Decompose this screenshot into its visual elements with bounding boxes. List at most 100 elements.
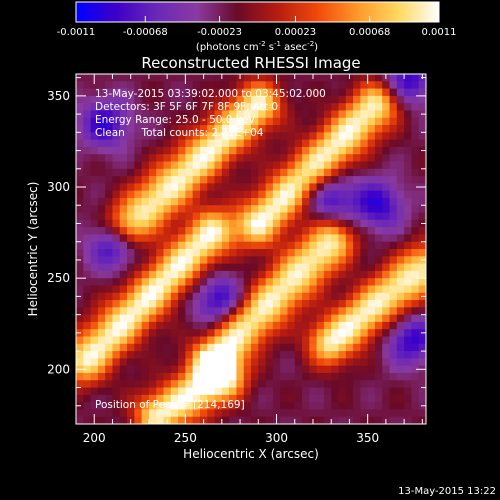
heatmap-cell [192, 416, 201, 424]
heatmap-cell [360, 380, 369, 389]
heatmap-cell [302, 358, 310, 367]
heatmap-cell [214, 103, 223, 112]
heatmap-cell [251, 394, 259, 403]
heatmap-cell [214, 227, 223, 236]
heatmap-cell [302, 117, 310, 126]
heatmap-cell [251, 132, 259, 141]
heatmap-cell [214, 168, 223, 177]
heatmap-cell [112, 292, 121, 301]
heatmap-cell [272, 285, 281, 294]
heatmap-cell [396, 197, 405, 206]
heatmap-cell [338, 88, 347, 97]
heatmap-cell [112, 343, 121, 352]
heatmap-cell [156, 285, 165, 294]
heatmap-cell [97, 292, 106, 301]
heatmap-cell [105, 205, 114, 214]
heatmap-cell [214, 300, 223, 308]
heatmap-cell [127, 314, 135, 323]
heatmap-cell [207, 416, 216, 424]
heatmap-cell [236, 197, 245, 206]
heatmap-cell [287, 409, 296, 418]
heatmap-cell [90, 168, 99, 177]
heatmap-cell [323, 365, 332, 374]
heatmap-cell [83, 256, 92, 265]
heatmap-cell [199, 365, 208, 374]
heatmap-cell [156, 95, 165, 104]
heatmap-cell [272, 307, 281, 316]
heatmap-cell [411, 227, 420, 236]
heatmap-cell [360, 402, 369, 411]
heatmap-cell [367, 249, 376, 257]
heatmap-cell [163, 336, 172, 345]
heatmap-cell [345, 300, 354, 308]
heatmap-cell [294, 125, 303, 133]
heatmap-cell [97, 402, 106, 411]
heatmap-cell [280, 205, 289, 214]
heatmap-cell [141, 146, 150, 155]
heatmap-cell [323, 132, 332, 141]
heatmap-cell [221, 95, 230, 104]
heatmap-cell [105, 329, 114, 338]
heatmap-cell [287, 103, 296, 112]
heatmap-cell [411, 329, 420, 338]
heatmap-cell [214, 416, 223, 424]
heatmap-cell [287, 168, 296, 177]
heatmap-cell [148, 125, 157, 133]
heatmap-cell [302, 132, 310, 141]
heatmap-cell [367, 351, 376, 359]
heatmap-cell [389, 263, 398, 272]
heatmap-cell [338, 190, 347, 199]
heatmap-cell [156, 176, 165, 184]
heatmap-cell [148, 139, 157, 148]
heatmap-cell [127, 154, 135, 163]
heatmap-cell [331, 197, 340, 206]
heatmap-cell [418, 227, 426, 236]
heatmap-cell [156, 394, 165, 403]
heatmap-cell [119, 212, 128, 221]
heatmap-cell [185, 197, 194, 206]
heatmap-cell [316, 219, 325, 228]
heatmap-cell [105, 358, 114, 367]
heatmap-cell [76, 81, 84, 90]
heatmap-cell [221, 190, 230, 199]
heatmap-cell [411, 263, 420, 272]
heatmap-cell [411, 321, 420, 330]
heatmap-cell [360, 110, 369, 119]
heatmap-cell [112, 351, 121, 359]
heatmap-cell [309, 321, 318, 330]
heatmap-cell [389, 416, 398, 424]
heatmap-cell [287, 139, 296, 148]
heatmap-cell [411, 409, 420, 418]
heatmap-cell [396, 241, 405, 250]
heatmap-cell [229, 292, 238, 301]
heatmap-cell [207, 132, 216, 141]
heatmap-cell [316, 197, 325, 206]
heatmap-cell [345, 351, 354, 359]
heatmap-cell [367, 117, 376, 126]
heatmap-cell [294, 263, 303, 272]
heatmap-cell [280, 380, 289, 389]
heatmap-cell [163, 81, 172, 90]
heatmap-cell [389, 300, 398, 308]
heatmap-cell [105, 351, 114, 359]
heatmap-cell [207, 117, 216, 126]
heatmap-cell [389, 88, 398, 97]
heatmap-cell [112, 387, 121, 396]
heatmap-cell [367, 205, 376, 214]
heatmap-cell [323, 307, 332, 316]
heatmap-cell [221, 110, 230, 119]
heatmap-cell [272, 270, 281, 279]
heatmap-cell [112, 402, 121, 411]
heatmap-cell [265, 278, 274, 287]
heatmap-cell [170, 300, 179, 308]
heatmap-image [76, 74, 426, 424]
heatmap-cell [418, 314, 426, 323]
heatmap-cell [83, 409, 92, 418]
heatmap-cell [134, 146, 143, 155]
heatmap-cell [360, 387, 369, 396]
heatmap-cell [382, 81, 391, 90]
heatmap-cell [90, 103, 99, 112]
heatmap-cell [207, 74, 216, 82]
heatmap-cell [127, 212, 135, 221]
heatmap-cell [97, 212, 106, 221]
